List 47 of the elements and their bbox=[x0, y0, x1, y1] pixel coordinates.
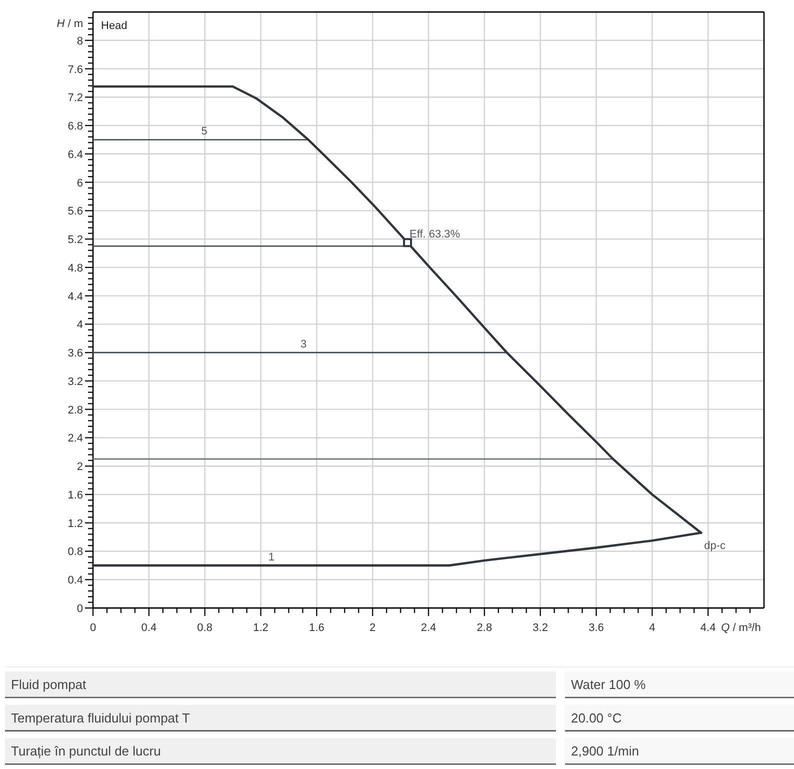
x-tick-label: 2.4 bbox=[420, 622, 436, 634]
x-tick-label: 2 bbox=[370, 622, 376, 634]
text: Water 100 % bbox=[571, 677, 646, 692]
text: Head bbox=[101, 20, 128, 32]
x-tick-label: 3.2 bbox=[532, 622, 548, 634]
annotation: 1 bbox=[268, 551, 274, 564]
y-tick-label: 7.2 bbox=[68, 92, 83, 104]
x-tick-label: 4.4 bbox=[700, 622, 716, 634]
y-tick-label: 2 bbox=[76, 461, 83, 474]
y-tick-label: 4.4 bbox=[68, 290, 83, 303]
x-tick-label: 2.8 bbox=[476, 622, 492, 634]
annotation: 3 bbox=[300, 338, 307, 351]
text: Temperatura fluidului pompat T bbox=[11, 710, 190, 726]
text: Turație în punctul de lucru bbox=[11, 744, 161, 759]
x-tick-label: 0.8 bbox=[197, 622, 212, 634]
y-tick-label: 0 bbox=[76, 603, 83, 615]
x-tick-label: 1.6 bbox=[309, 622, 324, 634]
annotation: Eff. 63.3% bbox=[410, 228, 460, 241]
x-tick-label: 0.4 bbox=[141, 622, 157, 634]
y-tick-label: 3.2 bbox=[68, 376, 83, 388]
y-tick-label: 5.2 bbox=[68, 234, 83, 246]
text: Fluid pompat bbox=[11, 677, 87, 692]
y-tick-label: 1.6 bbox=[68, 489, 83, 502]
text: 20.00 °C bbox=[571, 710, 622, 726]
x-tick-label: 3.6 bbox=[588, 622, 604, 634]
y-tick-label: 2.8 bbox=[68, 404, 83, 416]
text: 2,900 1/min bbox=[571, 744, 639, 759]
x-tick-label: 4 bbox=[649, 622, 656, 634]
y-tick-label: 4.8 bbox=[68, 262, 83, 274]
y-tick-label: 6.4 bbox=[68, 148, 83, 161]
x-axis-title: Q / m³/h bbox=[721, 622, 761, 634]
y-tick-label: 2.4 bbox=[68, 432, 83, 445]
y-tick-label: 6 bbox=[76, 177, 83, 190]
y-axis-title: H / m bbox=[56, 18, 83, 30]
y-tick-label: 0.4 bbox=[68, 574, 83, 587]
series-label: dp-c bbox=[704, 540, 726, 552]
y-tick-label: 7.6 bbox=[68, 64, 83, 76]
y-tick-label: 3.6 bbox=[68, 348, 83, 360]
annotation: 5 bbox=[201, 126, 208, 138]
y-tick-label: 5.6 bbox=[68, 206, 83, 218]
y-tick-label: 6.8 bbox=[68, 120, 83, 133]
x-tick-label: 0 bbox=[90, 622, 96, 634]
x-tick-label: 1.2 bbox=[253, 622, 268, 634]
y-tick-label: 0.8 bbox=[68, 546, 83, 558]
y-tick-label: 4 bbox=[76, 319, 83, 332]
y-tick-label: 8 bbox=[76, 35, 83, 48]
y-tick-label: 1.2 bbox=[68, 518, 83, 530]
